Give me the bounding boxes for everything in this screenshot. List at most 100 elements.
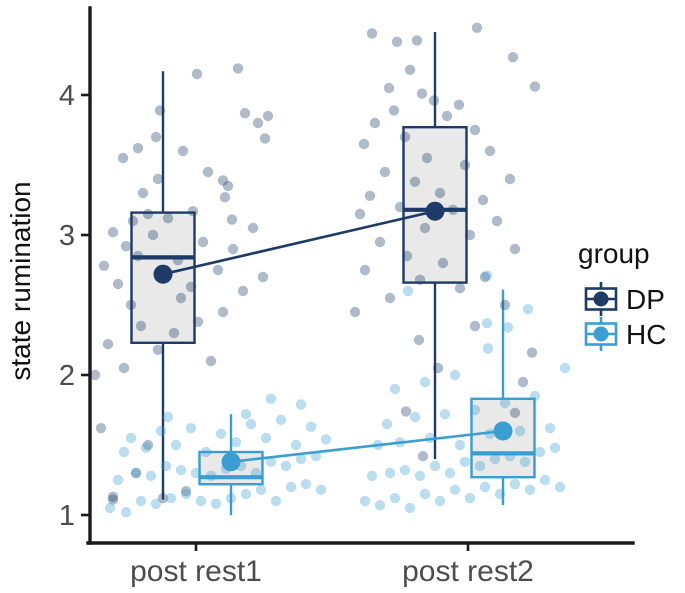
jitter-point-DP: [147, 229, 159, 241]
jitter-point-HC: [240, 488, 252, 500]
jitter-point-DP: [366, 28, 378, 39]
jitter-point-HC: [295, 453, 307, 465]
mean-dot-HC: [221, 452, 241, 472]
jitter-point-DP: [464, 229, 476, 241]
jitter-point-HC: [429, 460, 441, 472]
jitter-point-DP: [222, 180, 234, 192]
jitter-point-HC: [559, 362, 571, 374]
jitter-point-DP: [432, 362, 444, 374]
jitter-point-HC: [240, 409, 252, 420]
jitter-point-HC: [474, 460, 486, 472]
jitter-point-DP: [118, 362, 130, 374]
jitter-point-DP: [349, 306, 361, 318]
jitter-point-HC: [118, 446, 130, 458]
jitter-point-DP: [359, 264, 371, 276]
jitter-point-DP: [227, 243, 239, 255]
jitter-point-DP: [187, 206, 199, 217]
jitter-point-DP: [404, 64, 416, 76]
jitter-point-DP: [252, 117, 264, 129]
jitter-point-DP: [469, 124, 481, 136]
legend-label-dp: DP: [626, 284, 665, 315]
jitter-point-HC: [150, 498, 162, 509]
legend-key-hc: HC: [584, 317, 666, 351]
jitter-point-DP: [364, 190, 376, 201]
group-means-layer: [153, 201, 513, 472]
x-tick-label: post rest1: [130, 555, 262, 588]
jitter-point-HC: [439, 409, 451, 420]
jitter-point-HC: [230, 437, 242, 448]
jitter-point-HC: [125, 432, 137, 444]
jitter-point-HC: [130, 467, 142, 479]
jitter-point-DP: [416, 88, 428, 99]
jitter-point-DP: [239, 108, 251, 119]
mean-line-HC: [230, 429, 504, 464]
jitter-point-DP: [428, 95, 440, 106]
jitter-point-DP: [175, 292, 187, 304]
jitter-point-DP: [132, 143, 144, 154]
jitter-point-DP: [191, 68, 203, 80]
jitter-point-DP: [358, 138, 370, 150]
jitter-point-HC: [519, 456, 531, 467]
jitter-point-HC: [120, 507, 132, 518]
jitter-point-DP: [459, 159, 471, 171]
jitter-point-DP: [137, 187, 149, 199]
jitter-point-DP: [504, 173, 516, 185]
jitter-point-DP: [409, 176, 421, 187]
jitter-point-DP: [453, 99, 465, 111]
jitter-point-HC: [514, 425, 526, 437]
jitter-point-HC: [200, 446, 212, 458]
legend-hc-mean-dot-icon: [593, 326, 609, 342]
jitter-point-HC: [210, 498, 222, 509]
jitter-point-DP: [107, 227, 119, 238]
jitter-point-HC: [509, 479, 521, 490]
jitter-point-DP: [399, 131, 411, 143]
jitter-point-DP: [219, 192, 231, 203]
jitter-point-HC: [145, 470, 157, 481]
jitter-point-DP: [469, 320, 481, 332]
jitter-point-DP: [417, 451, 429, 462]
jitter-point-DP: [262, 110, 274, 122]
jitter-point-HC: [414, 470, 426, 481]
jitter-point-HC: [469, 404, 481, 416]
jitter-point-HC: [554, 481, 566, 493]
jitter-point-DP: [172, 255, 184, 266]
jitter-point-DP: [421, 152, 433, 164]
jitter-point-HC: [389, 383, 401, 395]
jitter-point-DP: [401, 250, 413, 262]
jitter-point-HC: [290, 439, 302, 451]
jitter-point-HC: [374, 500, 386, 511]
jitter-point-HC: [260, 432, 272, 444]
y-tick-label: 1: [59, 500, 75, 532]
jitter-point-DP: [479, 271, 491, 283]
jitter-point-DP: [369, 117, 381, 129]
y-axis-title: state rumination: [5, 181, 36, 380]
jitter-point-HC: [165, 493, 177, 504]
jitter-point-HC: [444, 467, 456, 479]
jitter-point-DP: [499, 299, 511, 311]
jitter-point-HC: [522, 304, 534, 315]
jitter-point-DP: [177, 145, 189, 157]
jitter-point-HC: [305, 421, 317, 432]
jitter-point-DP: [471, 22, 483, 33]
jitter-points-layer: [89, 22, 571, 518]
jitter-point-DP: [484, 145, 496, 157]
jitter-point-DP: [477, 194, 489, 206]
jitter-point-HC: [300, 479, 312, 490]
jitter-point-HC: [180, 488, 192, 500]
jitter-point-DP: [95, 423, 107, 434]
jitter-point-DP: [98, 260, 110, 271]
jitter-point-HC: [255, 484, 267, 495]
jitter-point-HC: [280, 460, 292, 472]
jitter-point-DP: [441, 110, 453, 122]
jitter-point-HC: [499, 397, 511, 409]
mean-line-DP: [162, 209, 436, 276]
jitter-point-DP: [259, 133, 271, 144]
jitter-point-HC: [225, 493, 237, 504]
jitter-point-HC: [155, 425, 167, 437]
jitter-point-HC: [534, 446, 546, 458]
jitter-point-HC: [162, 411, 174, 423]
jitter-point-DP: [394, 201, 406, 213]
jitter-point-HC: [454, 439, 466, 451]
legend-key-dp: DP: [584, 282, 665, 316]
jitter-point-HC: [275, 414, 287, 425]
